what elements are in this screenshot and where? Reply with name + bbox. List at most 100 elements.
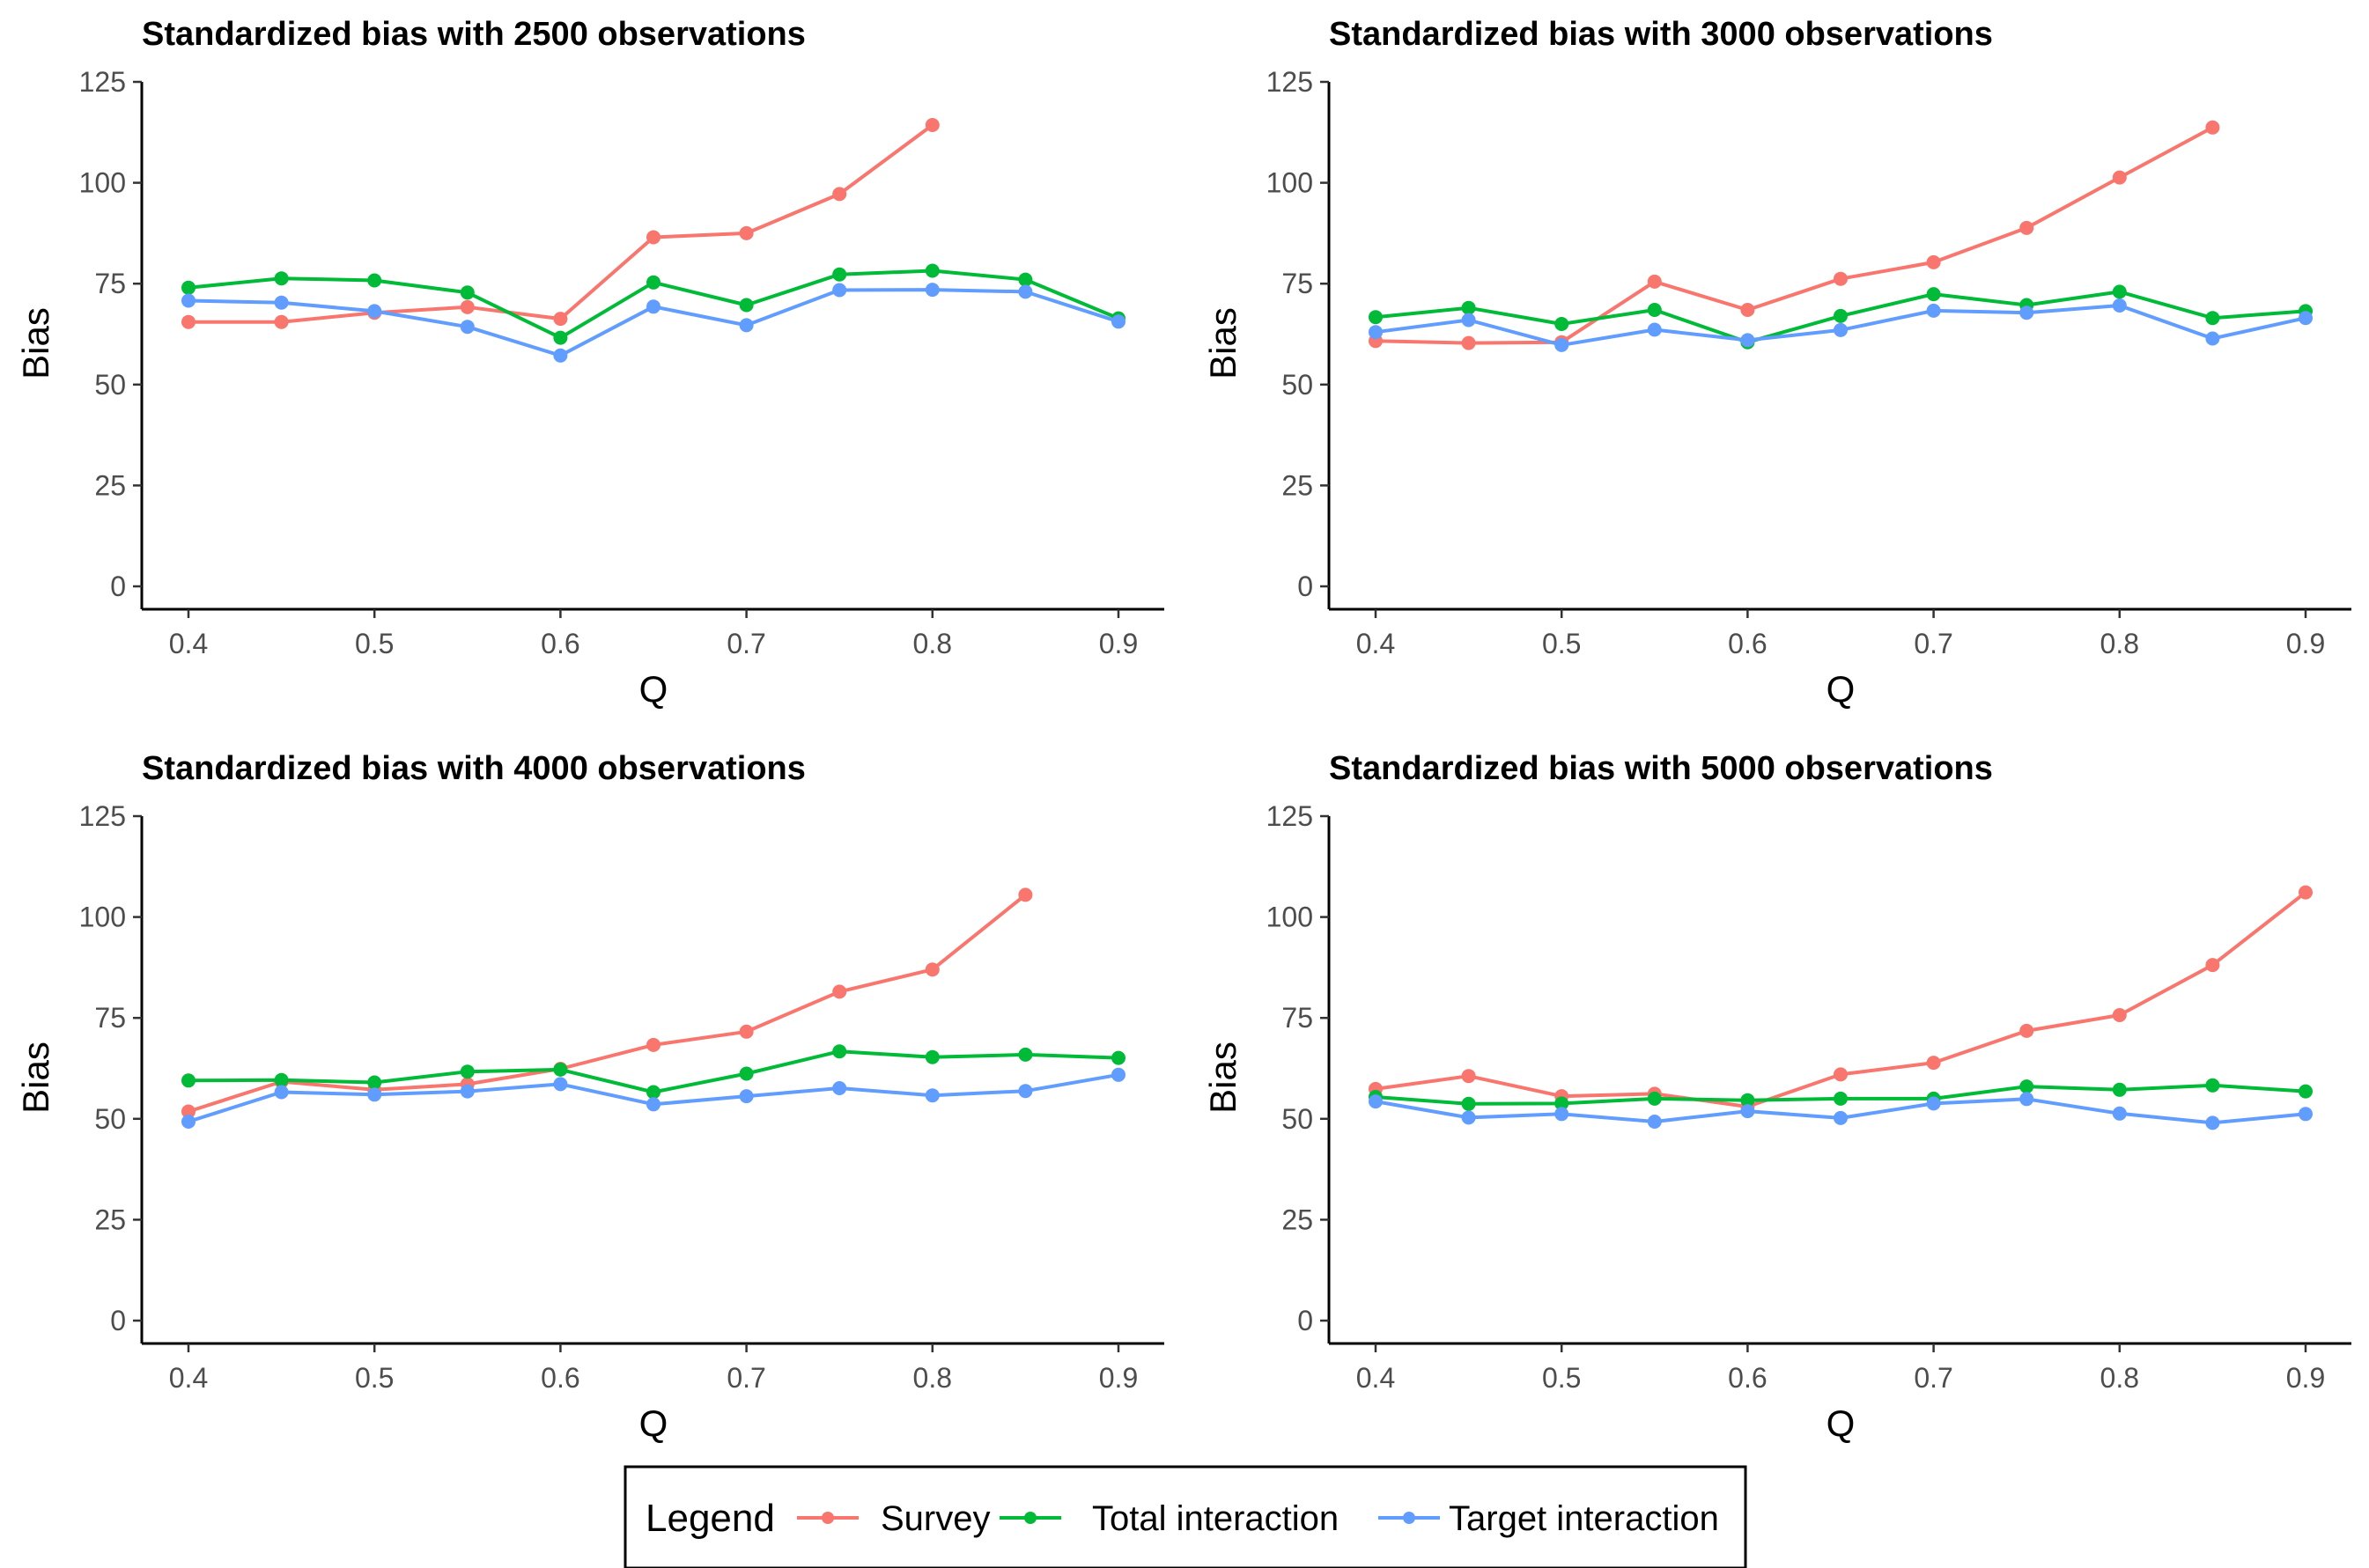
data-point-target-interaction xyxy=(460,1084,475,1099)
y-tick-label: 75 xyxy=(1281,1002,1313,1034)
y-tick-label: 125 xyxy=(79,800,126,832)
data-point-survey xyxy=(646,230,661,245)
data-point-survey xyxy=(1461,1069,1476,1084)
chart-title: Standardized bias with 5000 observations xyxy=(1329,750,1993,787)
y-axis-label: Bias xyxy=(1202,307,1244,379)
y-axis-label: Bias xyxy=(15,1042,56,1114)
data-point-target-interaction xyxy=(1461,1110,1476,1125)
y-tick-label: 100 xyxy=(1266,167,1313,199)
series-total-interaction xyxy=(1369,1078,2313,1111)
data-point-survey xyxy=(646,1037,661,1052)
data-point-target-interaction xyxy=(739,318,754,333)
x-tick-label: 0.4 xyxy=(1356,1362,1395,1394)
data-point-target-interaction xyxy=(460,320,475,335)
x-tick-label: 0.9 xyxy=(2286,628,2325,659)
series-line-survey xyxy=(1375,126,2214,345)
data-point-total-interaction xyxy=(1554,1096,1569,1111)
chart-title: Standardized bias with 3000 observations xyxy=(1329,16,1993,53)
data-point-total-interaction xyxy=(181,280,196,295)
y-tick-label: 100 xyxy=(79,167,126,199)
data-point-total-interaction xyxy=(925,1049,940,1064)
x-axis-label: Q xyxy=(639,668,668,710)
data-point-survey xyxy=(2112,1008,2127,1022)
data-point-target-interaction xyxy=(1740,333,1755,348)
data-point-survey xyxy=(925,118,940,132)
data-point-target-interaction xyxy=(2112,1106,2127,1121)
legend: Legend Survey Total interaction Target i… xyxy=(624,1465,1747,1568)
data-point-survey xyxy=(739,1024,754,1039)
data-point-survey xyxy=(1461,335,1476,350)
legend-entry-total-interaction: Total interaction xyxy=(1092,1499,1339,1538)
data-point-survey xyxy=(181,1104,196,1119)
data-point-survey xyxy=(460,299,475,314)
data-point-total-interaction xyxy=(1740,1093,1755,1108)
data-point-total-interaction xyxy=(2112,284,2127,299)
data-point-target-interaction xyxy=(1647,322,1662,337)
data-point-target-interaction xyxy=(2019,306,2034,320)
data-point-total-interaction xyxy=(2205,311,2220,326)
y-tick-label: 50 xyxy=(1281,1103,1313,1135)
data-point-total-interaction xyxy=(2205,1078,2220,1093)
x-tick-label: 0.8 xyxy=(2100,1362,2139,1394)
x-axis-label: Q xyxy=(1827,1402,1856,1444)
data-point-target-interaction xyxy=(925,1088,940,1103)
data-point-target-interaction xyxy=(181,293,196,308)
series-target-interaction xyxy=(181,1067,1125,1129)
data-point-target-interaction xyxy=(1461,313,1476,328)
data-point-total-interaction xyxy=(553,1062,568,1077)
data-point-survey xyxy=(1740,303,1755,317)
data-point-total-interaction xyxy=(1834,308,1848,323)
x-tick-label: 0.8 xyxy=(913,1362,952,1394)
y-tick-label: 25 xyxy=(94,1204,126,1235)
series-survey xyxy=(181,887,1033,1119)
data-point-survey xyxy=(2019,1023,2034,1038)
data-point-survey xyxy=(1926,1056,1941,1071)
data-point-total-interaction xyxy=(1018,272,1033,287)
data-point-target-interaction xyxy=(1111,314,1125,329)
x-tick-label: 0.7 xyxy=(727,1362,765,1394)
series-survey xyxy=(1369,120,2220,350)
x-tick-label: 0.4 xyxy=(169,628,208,659)
x-tick-label: 0.9 xyxy=(1099,1362,1138,1394)
y-tick-label: 100 xyxy=(1266,902,1313,933)
data-point-total-interaction xyxy=(646,1085,661,1100)
y-tick-label: 0 xyxy=(110,1305,126,1336)
data-point-total-interaction xyxy=(1018,1047,1033,1062)
data-point-total-interaction xyxy=(739,298,754,313)
data-point-target-interaction xyxy=(832,283,847,298)
y-tick-label: 125 xyxy=(79,66,126,98)
series-line-survey xyxy=(188,123,934,324)
x-tick-label: 0.9 xyxy=(1099,628,1138,659)
data-point-target-interaction xyxy=(2205,1115,2220,1130)
data-point-target-interaction xyxy=(1018,284,1033,299)
data-point-total-interaction xyxy=(646,275,661,290)
series-total-interaction xyxy=(181,263,1125,345)
legend-marker-total-interaction xyxy=(1024,1512,1037,1524)
data-point-total-interaction xyxy=(274,1072,289,1087)
data-point-total-interaction xyxy=(460,1064,475,1079)
data-point-total-interaction xyxy=(1834,1091,1848,1106)
data-point-survey xyxy=(925,962,940,977)
data-point-target-interaction xyxy=(2299,1107,2313,1122)
chart-panel-4: Standardized bias with 5000 observations… xyxy=(1202,750,2351,1444)
data-point-total-interaction xyxy=(1926,287,1941,302)
series-line-survey xyxy=(188,893,1027,1114)
x-tick-label: 0.4 xyxy=(1356,628,1395,659)
data-point-target-interaction xyxy=(1647,1115,1662,1129)
data-point-total-interaction xyxy=(460,285,475,300)
data-point-target-interaction xyxy=(925,283,940,298)
data-point-target-interaction xyxy=(1554,1107,1569,1122)
data-point-survey xyxy=(2205,958,2220,973)
data-point-total-interaction xyxy=(367,1075,382,1090)
data-point-target-interaction xyxy=(1554,337,1569,352)
data-point-target-interaction xyxy=(1926,303,1941,318)
y-tick-label: 50 xyxy=(1281,369,1313,401)
x-tick-label: 0.8 xyxy=(913,628,952,659)
data-point-survey xyxy=(274,314,289,329)
data-point-total-interaction xyxy=(2299,1084,2313,1099)
x-tick-label: 0.6 xyxy=(541,1362,579,1394)
data-point-target-interaction xyxy=(1111,1067,1125,1082)
data-point-total-interaction xyxy=(2019,1079,2034,1094)
legend-title: Legend xyxy=(646,1497,775,1540)
data-point-survey xyxy=(1834,1067,1848,1082)
